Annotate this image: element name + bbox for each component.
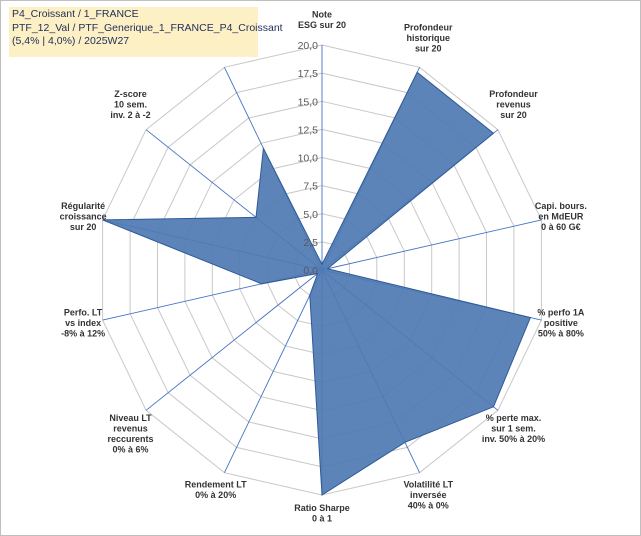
tick-label: 17,5 bbox=[298, 68, 319, 80]
axis-label: Niveau LT revenus reccurents 0% à 6% bbox=[107, 413, 153, 455]
axis-label: Note ESG sur 20 bbox=[298, 9, 346, 30]
axis-label-line: en MdEUR bbox=[538, 211, 584, 221]
axis-label-line: Profondeur bbox=[489, 89, 538, 99]
series-area bbox=[102, 71, 532, 496]
axis-label-line: -8% à 12% bbox=[61, 328, 105, 338]
axis-label-line: vs index bbox=[65, 318, 101, 328]
axis-label: % perfo 1A positive 50% à 80% bbox=[537, 307, 585, 338]
portfolio-info-box: P4_Croissant / 1_FRANCE PTF_12_Val / PTF… bbox=[9, 7, 283, 57]
tick-label: 15,0 bbox=[298, 96, 319, 108]
axis-label-line: Niveau LT bbox=[109, 413, 152, 423]
axis-label-line: inv. 50% à 20% bbox=[482, 434, 545, 444]
axis-spoke bbox=[145, 269, 323, 411]
axis-label-line: Ratio Sharpe bbox=[294, 503, 350, 513]
portfolio-line-1: P4_Croissant / 1_FRANCE bbox=[12, 8, 139, 20]
axis-spoke bbox=[223, 269, 323, 473]
axis-label-line: positive bbox=[544, 318, 578, 328]
axis-spoke bbox=[321, 219, 542, 271]
axis-label-line: Z-score bbox=[114, 89, 147, 99]
portfolio-line-2: PTF_12_Val / PTF_Generique_1_FRANCE_P4_C… bbox=[12, 21, 283, 34]
axis-label: Profondeur revenus sur 20 bbox=[489, 89, 538, 120]
axis-label-line: sur 20 bbox=[70, 222, 97, 232]
axis-label: % perte max. sur 1 sem. inv. 50% à 20% bbox=[482, 413, 545, 444]
axis-label-line: revenus bbox=[113, 424, 148, 434]
axis-label-line: 40% à 0% bbox=[408, 500, 449, 510]
axis-label: Régularité croissance sur 20 bbox=[60, 201, 107, 232]
axis-label-line: sur 20 bbox=[415, 44, 442, 54]
axis-label-line: 50% à 80% bbox=[538, 328, 584, 338]
axis-label-line: Capi. bours. bbox=[535, 201, 587, 211]
axis-label: Profondeur historique sur 20 bbox=[404, 23, 453, 54]
axis-label: Ratio Sharpe 0 à 1 bbox=[294, 503, 350, 523]
tick-label: 10,0 bbox=[298, 153, 319, 165]
axis-label: Volatilité LT inversée 40% à 0% bbox=[403, 479, 453, 510]
radar-series bbox=[102, 71, 532, 496]
axis-label-line: ESG sur 20 bbox=[298, 20, 346, 30]
axis-label-line: Volatilité LT bbox=[403, 479, 453, 489]
axis-label-line: 0% à 6% bbox=[112, 445, 148, 455]
axis-label: Rendement LT 0% à 20% bbox=[185, 479, 247, 500]
tick-label: 2,5 bbox=[303, 237, 318, 249]
axis-label-line: 0 à 60 G€ bbox=[541, 222, 581, 232]
axis-label-line: historique bbox=[407, 33, 451, 43]
tick-label: 7,5 bbox=[303, 181, 318, 193]
tick-label: 20,0 bbox=[298, 40, 319, 52]
tick-label: 12,5 bbox=[298, 124, 319, 136]
axis-label-line: % perte max. bbox=[486, 413, 542, 423]
axis-label-line: Rendement LT bbox=[185, 479, 247, 489]
axis-label-line: Note bbox=[312, 9, 332, 19]
radar-tick-labels: 0,0 2,5 5,0 7,5 10,0 12,5 15,0 17,5 20,0 bbox=[298, 40, 319, 277]
axis-label-line: reccurents bbox=[107, 434, 153, 444]
axis-label: Z-score 10 sem. inv. 2 à -2 bbox=[110, 89, 150, 120]
axis-label-line: inversée bbox=[410, 490, 447, 500]
axis-label-line: Profondeur bbox=[404, 23, 453, 33]
axis-label: Capi. bours. en MdEUR 0 à 60 G€ bbox=[535, 201, 587, 232]
axis-label-line: Perfo. LT bbox=[64, 307, 103, 317]
axis-label-line: % perfo 1A bbox=[537, 307, 585, 317]
axis-label-line: sur 1 sem. bbox=[491, 424, 536, 434]
axis-label-line: Régularité bbox=[61, 201, 105, 211]
tick-label: 5,0 bbox=[303, 209, 318, 221]
axis-label: Perfo. LT vs index -8% à 12% bbox=[61, 307, 105, 338]
portfolio-line-3: (5,4% | 4,0%) / 2025W27 bbox=[12, 35, 130, 47]
axis-label-line: revenus bbox=[496, 99, 531, 109]
axis-label-line: 10 sem. bbox=[114, 99, 147, 109]
axis-label-line: 0 à 1 bbox=[312, 514, 332, 524]
axis-label-line: sur 20 bbox=[500, 110, 527, 120]
tick-label: 0,0 bbox=[303, 265, 318, 277]
axis-label-line: 0% à 20% bbox=[195, 490, 236, 500]
axis-label-line: inv. 2 à -2 bbox=[110, 110, 150, 120]
axis-label-line: croissance bbox=[60, 211, 107, 221]
